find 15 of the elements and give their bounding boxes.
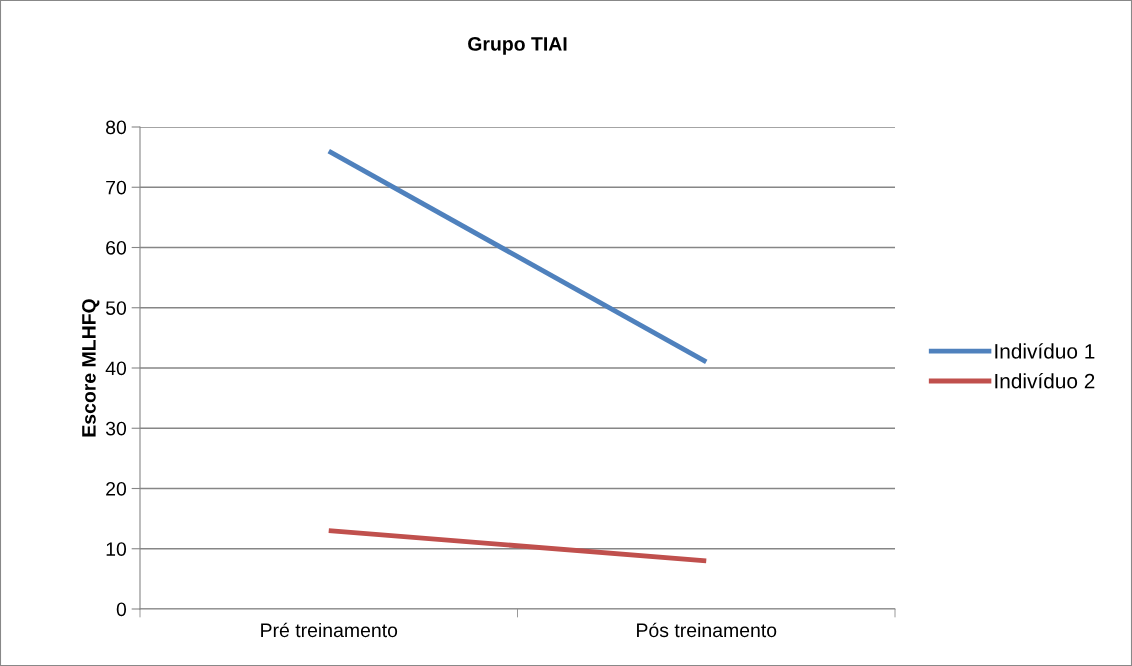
y-tick-label: 30 — [105, 421, 127, 436]
y-tick-label: 20 — [106, 481, 127, 496]
x-tick-label: Pré treinamento — [261, 622, 398, 638]
y-tick-label: 60 — [106, 240, 127, 255]
y-axis-title: Escore MLHFQ — [82, 299, 100, 437]
chart-title: Grupo TIAI — [468, 37, 567, 55]
y-tick-label: 80 — [106, 120, 127, 135]
y-tick-label: 50 — [105, 301, 127, 315]
legend-label: Indivíduo 1 — [995, 343, 1095, 359]
y-tick-label: 70 — [106, 180, 127, 195]
y-tick-label: 10 — [106, 542, 127, 556]
y-tick-label: 40 — [105, 361, 127, 376]
legend-label: Indivíduo 2 — [995, 372, 1095, 389]
y-tick-label: 0 — [116, 602, 127, 617]
x-tick-label: Pós treinamento — [637, 622, 777, 638]
